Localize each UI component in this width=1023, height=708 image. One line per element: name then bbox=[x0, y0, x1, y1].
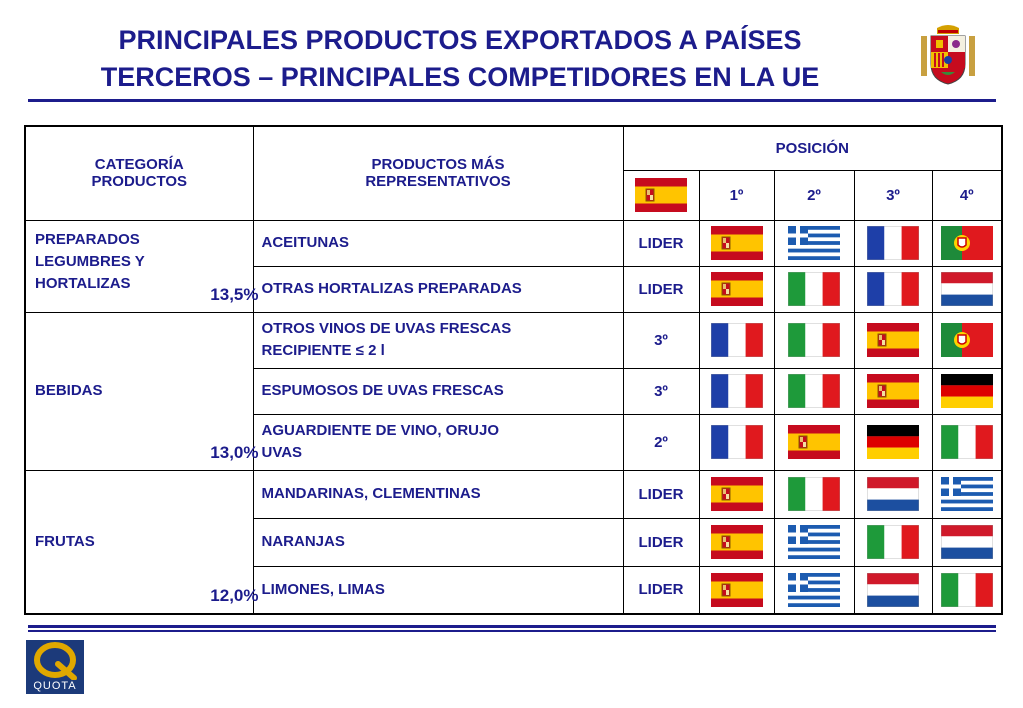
italy-flag-icon bbox=[788, 323, 840, 357]
category-line: BEBIDAS bbox=[35, 382, 103, 399]
header-categoria: CATEGORÍA PRODUCTOS bbox=[24, 125, 254, 221]
spain-flag-icon bbox=[710, 525, 763, 559]
header-spain-flag bbox=[622, 169, 700, 221]
product-line: AGUARDIENTE DE VINO, ORUJO bbox=[261, 422, 500, 439]
footer-rule bbox=[28, 625, 996, 628]
product-name: ESPUMOSOS DE UVAS FRESCAS bbox=[252, 367, 624, 415]
germany-flag-icon bbox=[867, 425, 919, 459]
category-line: HORTALIZAS bbox=[35, 274, 131, 292]
france-flag-icon bbox=[867, 272, 919, 306]
category-share: 12,0% bbox=[210, 586, 259, 605]
product-line: RECIPIENTE ≤ 2 l bbox=[261, 342, 385, 359]
spain-position: 3º bbox=[622, 367, 700, 415]
portugal-flag-icon bbox=[940, 226, 993, 260]
italy-flag-icon bbox=[788, 477, 840, 511]
spain-flag-icon bbox=[635, 178, 687, 212]
header-pos-2: 2º bbox=[773, 169, 855, 221]
spain-position: LIDER bbox=[622, 517, 700, 567]
greece-flag-icon bbox=[788, 525, 840, 559]
category-line: LEGUMBRES Y bbox=[35, 252, 145, 270]
table-row: PREPARADOS LEGUMBRES Y HORTALIZAS 13,5% … bbox=[24, 219, 1003, 313]
category-frutas: FRUTAS 12,0% bbox=[24, 469, 259, 615]
header-productos-line-1: PRODUCTOS MÁS bbox=[371, 156, 505, 174]
competitors-table: CATEGORÍA PRODUCTOS PRODUCTOS MÁS REPRES… bbox=[24, 125, 1003, 615]
portugal-flag-icon bbox=[940, 323, 993, 357]
spain-flag-icon bbox=[710, 572, 763, 607]
spain-position: LIDER bbox=[622, 219, 700, 267]
greece-flag-icon bbox=[788, 572, 840, 607]
italy-flag-icon bbox=[940, 425, 993, 459]
table-row: FRUTAS 12,0% MANDARINAS, CLEMENTINAS LID… bbox=[24, 469, 1003, 615]
spain-flag-icon bbox=[710, 272, 763, 306]
france-flag-icon bbox=[710, 374, 763, 408]
product-name: MANDARINAS, CLEMENTINAS bbox=[252, 469, 624, 519]
header-productos: PRODUCTOS MÁS REPRESENTATIVOS bbox=[252, 125, 624, 221]
footer-rule bbox=[28, 630, 996, 632]
greece-flag-icon bbox=[788, 226, 840, 260]
greece-flag-icon bbox=[940, 477, 993, 511]
header-categoria-line-2: PRODUCTOS bbox=[91, 173, 188, 191]
italy-flag-icon bbox=[788, 374, 840, 408]
product-name: OTROS VINOS DE UVAS FRESCAS RECIPIENTE ≤… bbox=[252, 311, 624, 369]
product-name: OTRAS HORTALIZAS PREPARADAS bbox=[252, 265, 624, 313]
quota-logo-text: QUOTA bbox=[33, 680, 77, 692]
category-share: 13,5% bbox=[210, 284, 259, 304]
france-flag-icon bbox=[710, 425, 763, 459]
spain-position: 3º bbox=[622, 311, 700, 369]
netherlands-flag-icon bbox=[940, 272, 993, 306]
title-line-2: TERCEROS – PRINCIPALES COMPETIDORES EN L… bbox=[100, 62, 820, 92]
category-line: PREPARADOS bbox=[35, 230, 140, 248]
france-flag-icon bbox=[710, 323, 763, 357]
spain-coat-of-arms-icon bbox=[921, 25, 975, 85]
spain-flag-icon bbox=[788, 425, 840, 459]
header-pos-3: 3º bbox=[853, 169, 933, 221]
header-pos-4: 4º bbox=[931, 169, 1003, 221]
germany-flag-icon bbox=[940, 374, 993, 408]
title-rule bbox=[28, 99, 996, 102]
spain-position: LIDER bbox=[622, 469, 700, 519]
netherlands-flag-icon bbox=[867, 477, 919, 511]
netherlands-flag-icon bbox=[940, 525, 993, 559]
spain-position: LIDER bbox=[622, 565, 700, 615]
product-name: ACEITUNAS bbox=[252, 219, 624, 267]
product-line: OTROS VINOS DE UVAS FRESCAS bbox=[261, 320, 512, 337]
category-share: 13,0% bbox=[210, 442, 259, 462]
category-bebidas: BEBIDAS 13,0% bbox=[24, 311, 259, 471]
table-row: OTRAS HORTALIZAS PREPARADAS LIDER bbox=[25, 265, 1003, 313]
italy-flag-icon bbox=[867, 525, 919, 559]
header-pos-1: 1º bbox=[698, 169, 775, 221]
italy-flag-icon bbox=[788, 272, 840, 306]
product-name: LIMONES, LIMAS bbox=[252, 565, 624, 615]
table-row: BEBIDAS 13,0% OTROS VINOS DE UVAS FRESCA… bbox=[24, 311, 1003, 471]
page-title: PRINCIPALES PRODUCTOS EXPORTADOS A PAÍSE… bbox=[20, 22, 900, 96]
spain-flag-icon bbox=[710, 226, 763, 260]
spain-position: LIDER bbox=[622, 265, 700, 313]
table-row: LIMONES, LIMAS LIDER bbox=[25, 565, 1003, 615]
product-name: NARANJAS bbox=[252, 517, 624, 567]
title-line-1: PRINCIPALES PRODUCTOS EXPORTADOS A PAÍSE… bbox=[118, 25, 802, 55]
spain-flag-icon bbox=[710, 477, 763, 511]
quota-q-icon bbox=[34, 642, 77, 680]
table-row: AGUARDIENTE DE VINO, ORUJO UVAS 2º bbox=[25, 413, 1003, 471]
header-posicion: POSICIÓN bbox=[622, 125, 1003, 171]
italy-flag-icon bbox=[940, 572, 993, 607]
table-row: ESPUMOSOS DE UVAS FRESCAS 3º bbox=[25, 367, 1003, 415]
spain-flag-icon bbox=[867, 323, 919, 357]
product-name: AGUARDIENTE DE VINO, ORUJO UVAS bbox=[252, 413, 624, 471]
quota-logo: QUOTA bbox=[26, 640, 84, 694]
netherlands-flag-icon bbox=[867, 572, 919, 607]
header-productos-line-2: REPRESENTATIVOS bbox=[365, 173, 511, 191]
table-row: NARANJAS LIDER bbox=[25, 517, 1003, 567]
category-preparados: PREPARADOS LEGUMBRES Y HORTALIZAS 13,5% bbox=[24, 219, 259, 313]
product-line: UVAS bbox=[261, 444, 303, 461]
category-line: FRUTAS bbox=[35, 532, 95, 550]
spain-flag-icon bbox=[867, 374, 919, 408]
spain-position: 2º bbox=[622, 413, 700, 471]
header-categoria-line-1: CATEGORÍA bbox=[94, 156, 184, 174]
france-flag-icon bbox=[867, 226, 919, 260]
